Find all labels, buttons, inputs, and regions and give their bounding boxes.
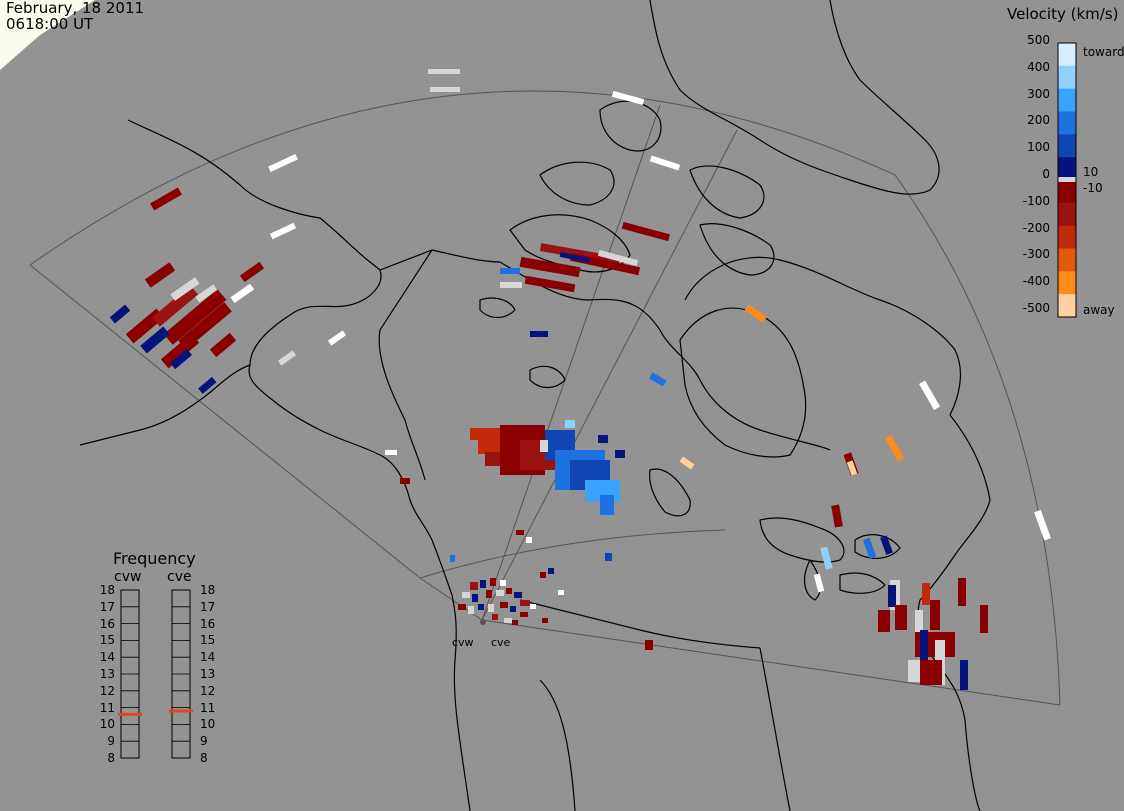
date-label: February, 18 2011 [6, 0, 145, 17]
frequency-level-right: 12 [200, 683, 216, 698]
velocity-tick-label: -100 [1022, 193, 1050, 208]
radar-site-label-cvw: cvw [452, 636, 474, 649]
frequency-level-right: 16 [200, 616, 216, 631]
radar-site-label-cve: cve [491, 636, 511, 649]
frequency-level-left: 12 [99, 683, 115, 698]
colorbar-segment [1058, 157, 1076, 181]
colorbar-segment [1058, 180, 1076, 204]
coastlines [79, 0, 991, 811]
frequency-level-right: 9 [200, 734, 208, 749]
time-label: 0618:00 UT [6, 15, 94, 33]
velocity-tick-label: 300 [1027, 86, 1050, 101]
frequency-level-left: 15 [99, 633, 115, 648]
velocity-tick-label: 0 [1042, 167, 1050, 181]
frequency-level-right: 15 [200, 633, 216, 648]
velocity-scale-title: Velocity (km/s) [1007, 5, 1119, 23]
colorbar-segment [1058, 225, 1076, 249]
velocity-tick-label: 100 [1027, 140, 1050, 155]
scatter-east [605, 380, 1051, 690]
frequency-level-left: 8 [107, 751, 115, 765]
colorbar-segment [1058, 134, 1076, 158]
colorbar-segment [1058, 248, 1076, 272]
frequency-level-right: 10 [200, 717, 216, 732]
frequency-level-right: 17 [200, 599, 216, 614]
velocity-tick-label: -200 [1022, 220, 1050, 235]
frequency-marker [169, 709, 193, 713]
velocity-colorbar [1057, 42, 1077, 318]
radar-site-marker [480, 619, 486, 625]
colorbar-segment [1058, 111, 1076, 135]
frequency-level-right: 8 [200, 751, 208, 765]
frequency-level-right: 14 [200, 650, 216, 665]
frequency-level-left: 17 [99, 599, 115, 614]
scatter-west [109, 153, 347, 394]
colorbar-segment [1058, 88, 1076, 112]
scatter-near-radar [450, 530, 564, 625]
velocity-tick-label: -500 [1022, 301, 1050, 315]
frequency-level-left: 18 [99, 583, 115, 597]
colorbar-ground-scatter-band [1058, 177, 1076, 182]
colorbar-segment [1058, 271, 1076, 295]
frequency-graph [118, 589, 193, 759]
velocity-toward-label: toward [1083, 45, 1124, 59]
colorbar-segment [1058, 202, 1076, 227]
scatter-central [385, 304, 767, 515]
frequency-level-left: 10 [99, 717, 115, 732]
frequency-level-right: 18 [200, 583, 216, 597]
frequency-level-left: 9 [107, 734, 115, 749]
frequency-level-left: 16 [99, 616, 115, 631]
velocity-tick-label: 500 [1027, 33, 1050, 47]
velocity-tick-label: -400 [1022, 274, 1050, 289]
frequency-marker [118, 712, 142, 716]
colorbar-segment [1058, 294, 1076, 318]
frequency-level-right: 13 [200, 667, 216, 681]
frequency-level-right: 11 [200, 700, 216, 715]
frequency-radar-right-label: cve [167, 569, 192, 585]
frequency-level-left: 11 [99, 700, 115, 715]
frequency-panel-title: Frequency [113, 549, 196, 568]
frequency-radar-left-label: cvw [114, 569, 142, 585]
velocity-tick-label: 200 [1027, 113, 1050, 128]
velocity-inner-label-negative: -10 [1083, 181, 1103, 195]
scatter-arctic [428, 69, 681, 337]
colorbar-frame [1057, 42, 1077, 318]
daylight-region [0, 0, 95, 70]
frequency-level-left: 14 [99, 650, 115, 665]
velocity-tick-label: -300 [1022, 247, 1050, 262]
colorbar-segment [1058, 65, 1076, 90]
colorbar-segment [1058, 43, 1076, 67]
frequency-level-left: 13 [99, 667, 115, 681]
velocity-inner-label-positive: 10 [1083, 165, 1099, 179]
velocity-tick-label: 400 [1027, 59, 1050, 74]
velocity-away-label: away [1083, 303, 1115, 317]
